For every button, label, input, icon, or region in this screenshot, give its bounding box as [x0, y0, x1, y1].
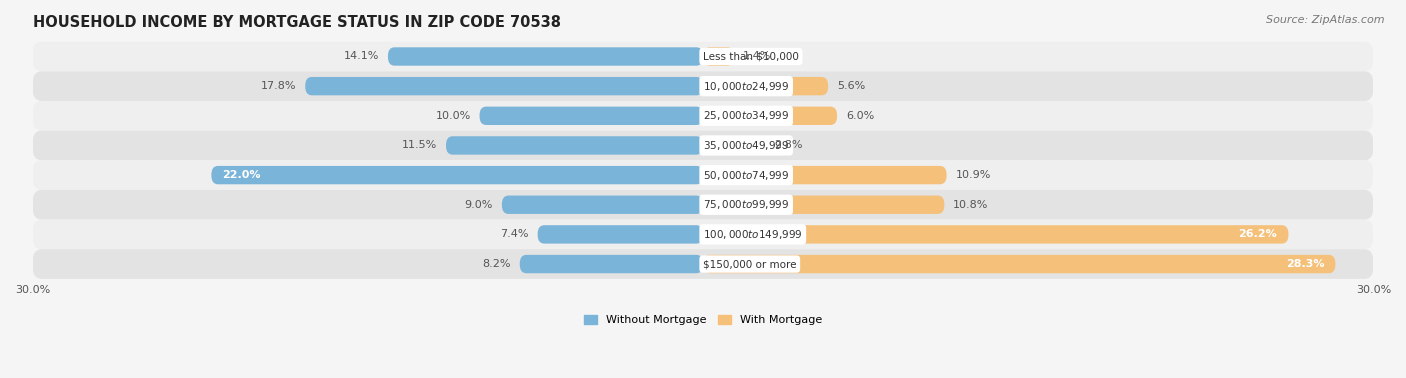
FancyBboxPatch shape: [305, 77, 703, 95]
FancyBboxPatch shape: [211, 166, 703, 184]
FancyBboxPatch shape: [32, 71, 1374, 101]
Text: 26.2%: 26.2%: [1239, 229, 1277, 239]
FancyBboxPatch shape: [388, 47, 703, 66]
FancyBboxPatch shape: [479, 107, 703, 125]
Legend: Without Mortgage, With Mortgage: Without Mortgage, With Mortgage: [579, 311, 827, 330]
Text: $150,000 or more: $150,000 or more: [703, 259, 797, 269]
Text: 10.9%: 10.9%: [956, 170, 991, 180]
FancyBboxPatch shape: [703, 47, 734, 66]
Text: Source: ZipAtlas.com: Source: ZipAtlas.com: [1267, 15, 1385, 25]
FancyBboxPatch shape: [703, 195, 945, 214]
Text: 22.0%: 22.0%: [222, 170, 262, 180]
Text: 14.1%: 14.1%: [343, 51, 380, 62]
Text: $100,000 to $149,999: $100,000 to $149,999: [703, 228, 803, 241]
Text: $25,000 to $34,999: $25,000 to $34,999: [703, 109, 789, 122]
Text: Less than $10,000: Less than $10,000: [703, 51, 799, 62]
FancyBboxPatch shape: [520, 255, 703, 273]
FancyBboxPatch shape: [32, 249, 1374, 279]
Text: 1.4%: 1.4%: [744, 51, 772, 62]
FancyBboxPatch shape: [703, 77, 828, 95]
Text: 28.3%: 28.3%: [1285, 259, 1324, 269]
FancyBboxPatch shape: [703, 225, 1288, 243]
FancyBboxPatch shape: [32, 131, 1374, 160]
FancyBboxPatch shape: [703, 166, 946, 184]
FancyBboxPatch shape: [703, 255, 1336, 273]
Text: 11.5%: 11.5%: [402, 141, 437, 150]
Text: $35,000 to $49,999: $35,000 to $49,999: [703, 139, 789, 152]
FancyBboxPatch shape: [502, 195, 703, 214]
Text: 10.0%: 10.0%: [436, 111, 471, 121]
Text: $50,000 to $74,999: $50,000 to $74,999: [703, 169, 789, 181]
Text: 6.0%: 6.0%: [846, 111, 875, 121]
Text: 10.8%: 10.8%: [953, 200, 988, 210]
FancyBboxPatch shape: [32, 160, 1374, 190]
Text: HOUSEHOLD INCOME BY MORTGAGE STATUS IN ZIP CODE 70538: HOUSEHOLD INCOME BY MORTGAGE STATUS IN Z…: [32, 15, 561, 30]
Text: 7.4%: 7.4%: [501, 229, 529, 239]
Text: 8.2%: 8.2%: [482, 259, 510, 269]
FancyBboxPatch shape: [446, 136, 703, 155]
FancyBboxPatch shape: [32, 220, 1374, 249]
FancyBboxPatch shape: [537, 225, 703, 243]
FancyBboxPatch shape: [32, 190, 1374, 220]
Text: 9.0%: 9.0%: [464, 200, 494, 210]
FancyBboxPatch shape: [703, 107, 837, 125]
FancyBboxPatch shape: [32, 101, 1374, 131]
Text: 5.6%: 5.6%: [837, 81, 865, 91]
Text: 2.8%: 2.8%: [775, 141, 803, 150]
FancyBboxPatch shape: [703, 136, 766, 155]
Text: $10,000 to $24,999: $10,000 to $24,999: [703, 80, 789, 93]
Text: $75,000 to $99,999: $75,000 to $99,999: [703, 198, 789, 211]
Text: 17.8%: 17.8%: [260, 81, 297, 91]
FancyBboxPatch shape: [32, 42, 1374, 71]
